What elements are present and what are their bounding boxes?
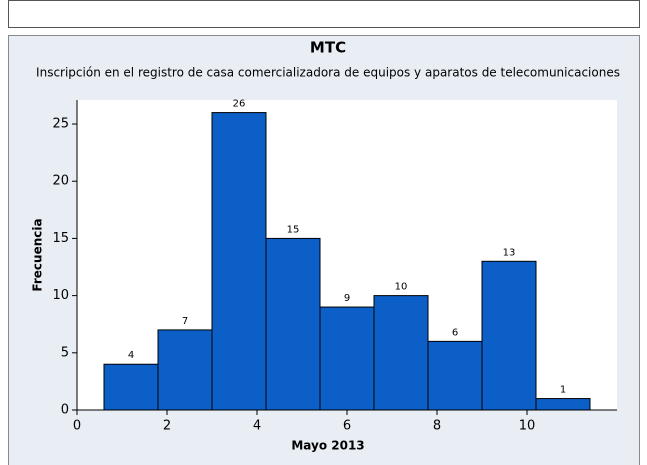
x-tick-label: 8	[433, 419, 441, 434]
y-tick-label: 0	[61, 403, 69, 418]
value-label: 7	[182, 316, 188, 327]
bar	[373, 295, 429, 411]
chart-subtitle: Inscripción en el registro de casa comer…	[36, 66, 620, 80]
value-label: 15	[287, 224, 300, 235]
bar	[211, 112, 267, 411]
bar	[157, 329, 213, 411]
x-axis-label: Mayo 2013	[291, 439, 364, 453]
value-label: 6	[452, 327, 458, 338]
y-axis-label: Frecuencia	[31, 218, 45, 291]
top-panel	[8, 0, 640, 28]
x-tick-label: 2	[163, 419, 171, 434]
x-tick-label: 6	[343, 419, 351, 434]
bar	[265, 237, 321, 411]
y-tick-label: 5	[61, 345, 69, 360]
value-label: 10	[395, 282, 408, 293]
chart-title: MTC	[310, 39, 346, 57]
y-tick-label: 10	[52, 288, 69, 303]
bar	[535, 398, 591, 411]
value-label: 9	[344, 293, 350, 304]
value-label: 26	[233, 99, 246, 110]
value-label: 13	[503, 247, 516, 258]
y-tick-label: 20	[52, 174, 69, 189]
value-label: 1	[560, 385, 566, 396]
bar	[427, 340, 483, 411]
x-tick-label: 4	[253, 419, 261, 434]
bar	[481, 260, 537, 411]
y-tick-label: 15	[52, 231, 69, 246]
y-tick-label: 25	[52, 117, 69, 132]
x-tick-label: 0	[73, 419, 81, 434]
bar	[319, 306, 375, 411]
value-label: 4	[128, 350, 134, 361]
x-tick-label: 10	[519, 419, 536, 434]
bar	[103, 363, 159, 411]
